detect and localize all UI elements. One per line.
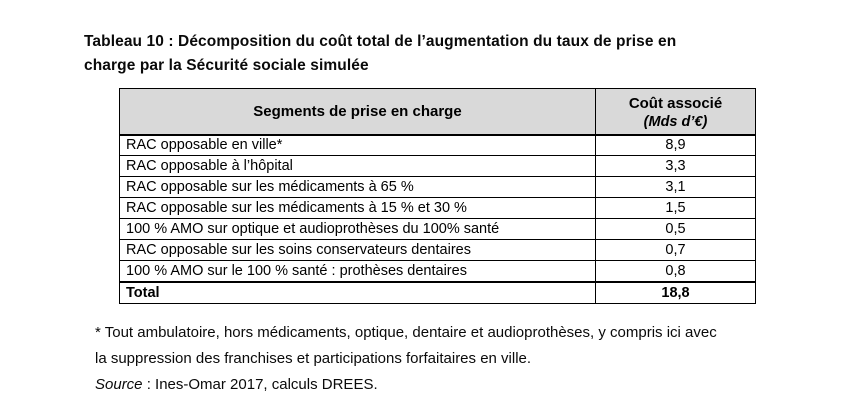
table-caption-line1: Tableau 10 : Décomposition du coût total… [84, 33, 677, 50]
row-label: 100 % AMO sur le 100 % santé : prothèses… [119, 260, 596, 282]
table-row: RAC opposable en ville* 8,9 [119, 134, 756, 156]
row-value: 8,9 [595, 134, 756, 156]
col-header-segments: Segments de prise en charge [119, 88, 596, 136]
row-value: 0,5 [595, 218, 756, 240]
table-row: RAC opposable à l’hôpital 3,3 [119, 155, 756, 177]
footnote-asterisk-line1: * Tout ambulatoire, hors médicaments, op… [95, 324, 717, 341]
row-label: RAC opposable sur les médicaments à 15 %… [119, 197, 596, 219]
row-label: 100 % AMO sur optique et audioprothèses … [119, 218, 596, 240]
cost-table-body: RAC opposable en ville* 8,9 RAC opposabl… [119, 134, 756, 304]
source-label: Source [95, 376, 143, 393]
row-value: 3,1 [595, 176, 756, 198]
table-total-row: Total 18,8 [119, 280, 756, 304]
total-label: Total [119, 280, 596, 304]
footnotes: * Tout ambulatoire, hors médicaments, op… [95, 320, 717, 398]
header-row: Segments de prise en charge Coût associé… [119, 88, 756, 136]
table-row: RAC opposable sur les médicaments à 15 %… [119, 197, 756, 219]
row-value: 0,8 [595, 260, 756, 282]
table-row: RAC opposable sur les médicaments à 65 %… [119, 176, 756, 198]
row-value: 1,5 [595, 197, 756, 219]
row-value: 0,7 [595, 239, 756, 261]
row-value: 3,3 [595, 155, 756, 177]
row-label: RAC opposable à l’hôpital [119, 155, 596, 177]
col-header-cost-label: Coût associé [628, 94, 723, 112]
row-label: RAC opposable sur les médicaments à 65 % [119, 176, 596, 198]
source-text: : Ines-Omar 2017, calculs DREES. [142, 376, 378, 393]
table-caption-line2: charge par la Sécurité sociale simulée [84, 56, 369, 74]
row-label: RAC opposable en ville* [119, 134, 596, 156]
col-header-cost-unit: (Mds d’€) [643, 113, 708, 130]
source-note: Source : Ines-Omar 2017, calculs DREES. [95, 372, 717, 398]
table-row: 100 % AMO sur le 100 % santé : prothèses… [119, 260, 756, 282]
total-value: 18,8 [595, 280, 756, 304]
row-label: RAC opposable sur les soins conservateur… [119, 239, 596, 261]
footnote-asterisk-line2: la suppression des franchises et partici… [95, 349, 532, 367]
col-header-cost: Coût associé (Mds d’€) [595, 88, 756, 136]
table-row: RAC opposable sur les soins conservateur… [119, 239, 756, 261]
cost-table: Segments de prise en charge Coût associé… [119, 88, 756, 304]
table-row: 100 % AMO sur optique et audioprothèses … [119, 218, 756, 240]
table-caption: Tableau 10 : Décomposition du coût total… [84, 30, 676, 77]
cost-table-header: Segments de prise en charge Coût associé… [119, 88, 756, 136]
